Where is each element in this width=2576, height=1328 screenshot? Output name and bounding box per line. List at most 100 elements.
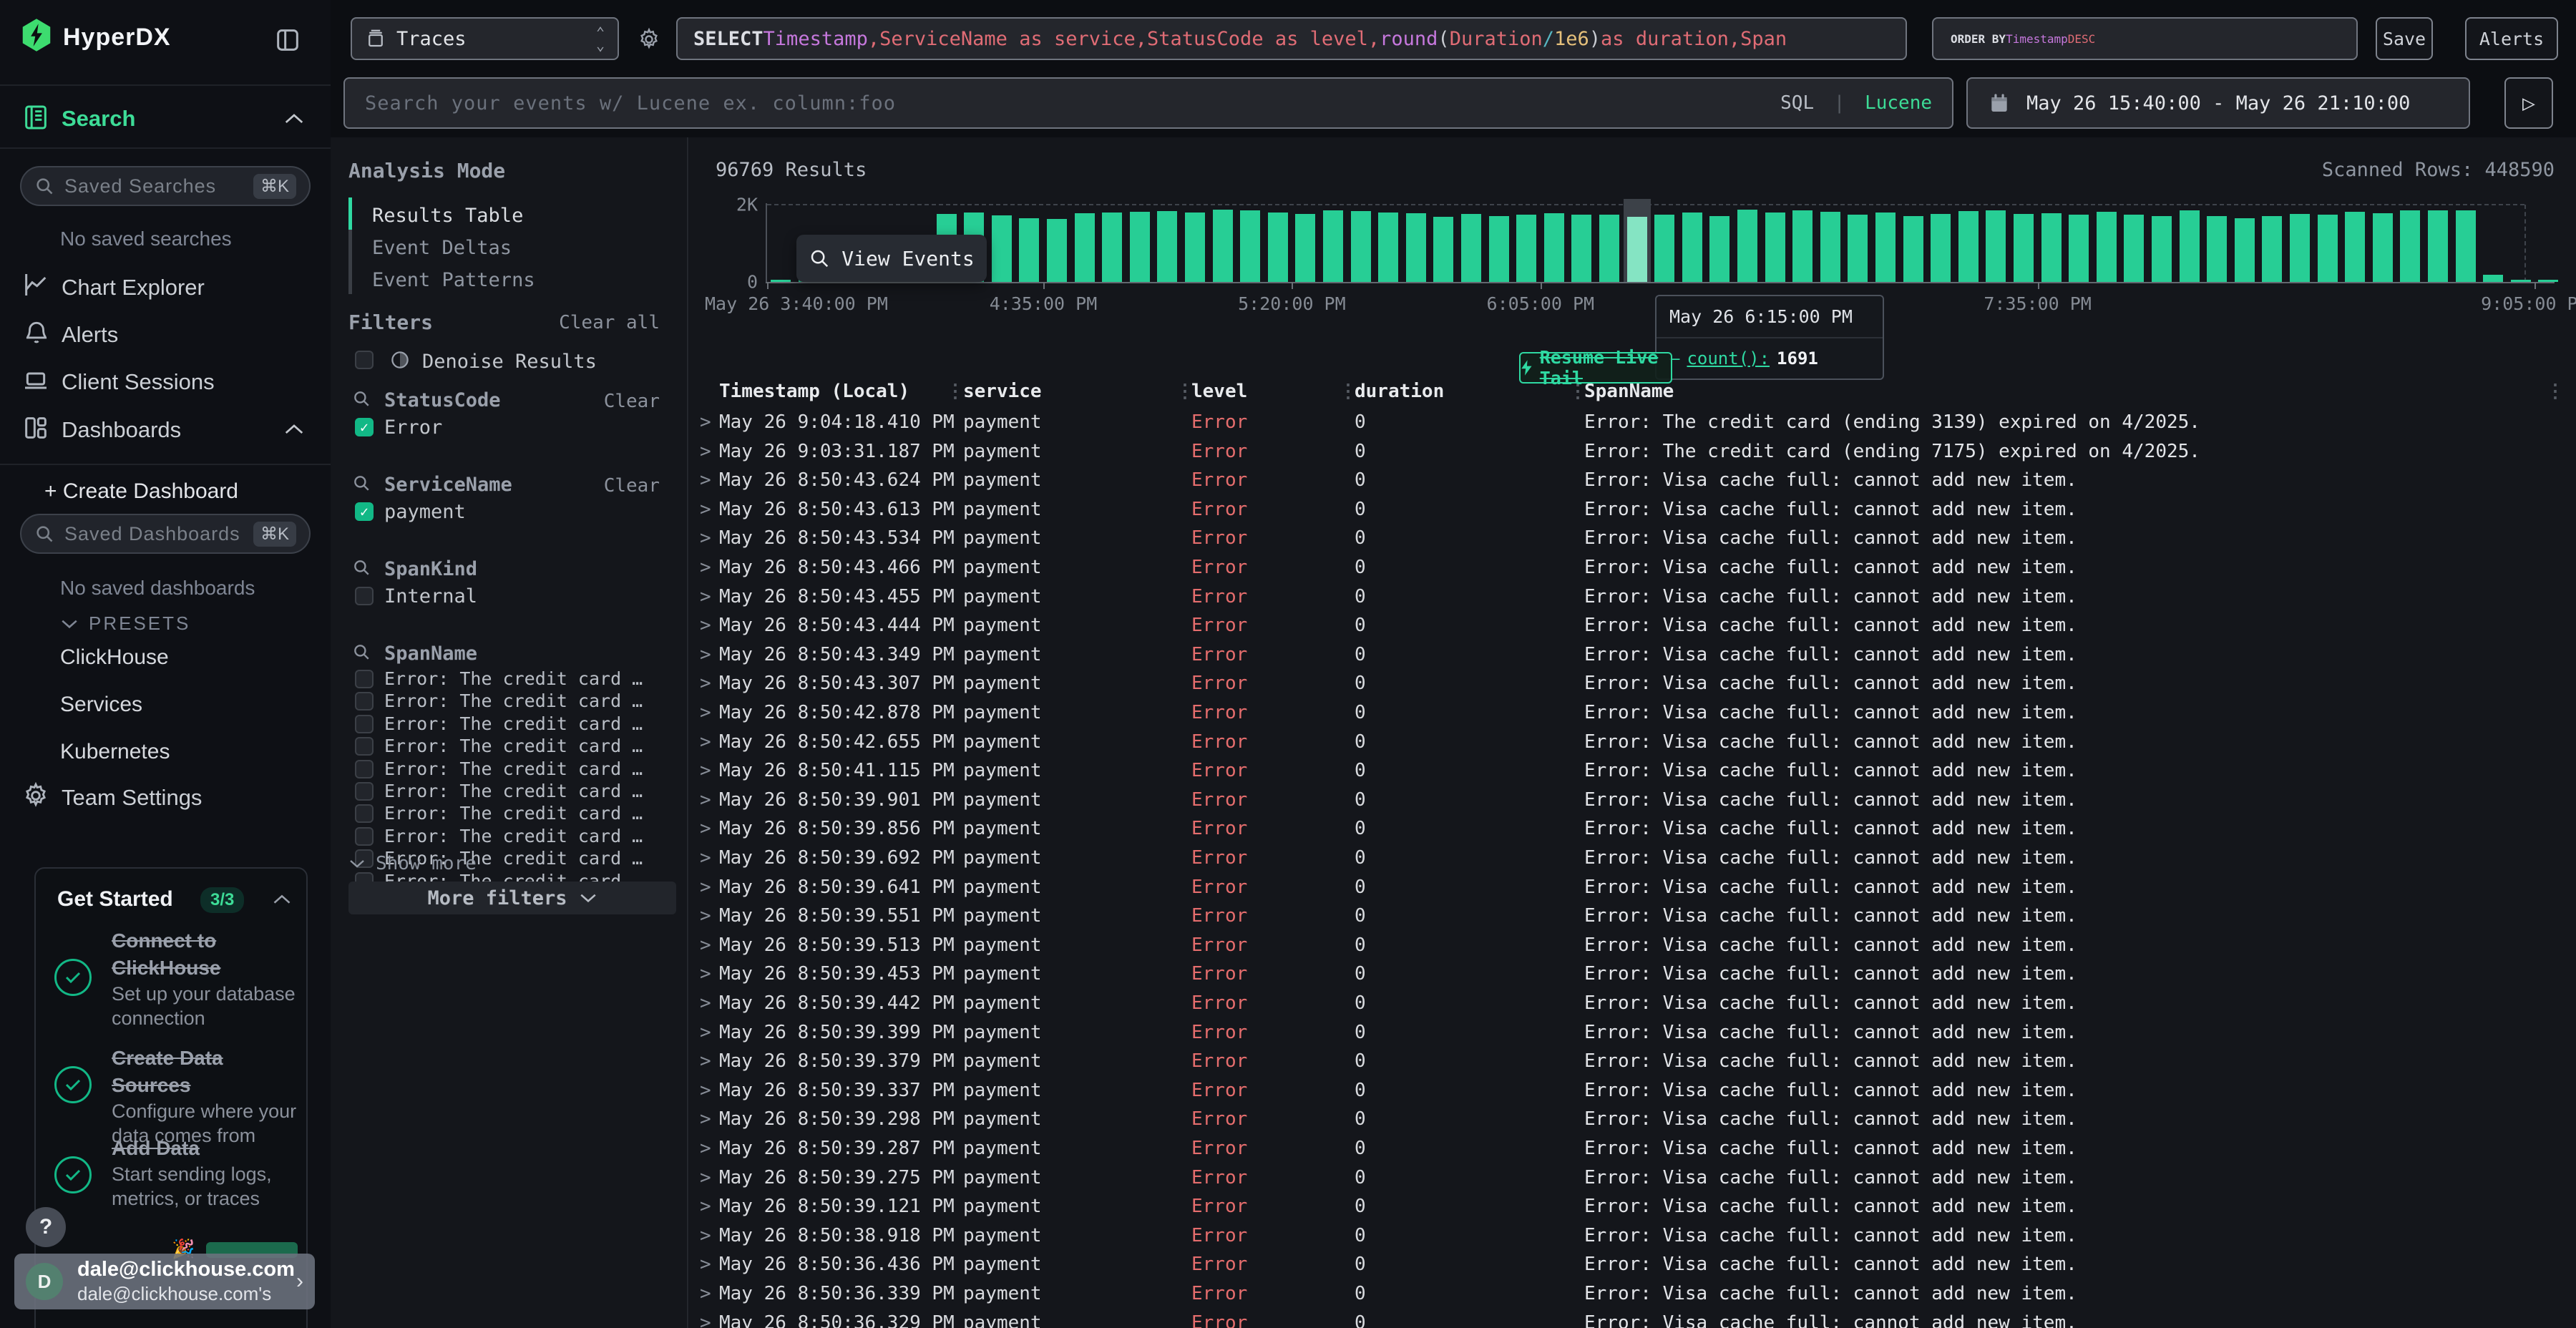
table-row[interactable]: >May 26 8:50:43.455 PMpaymentError0Error… (689, 582, 2576, 612)
row-expand-chevron-icon[interactable]: > (700, 611, 711, 640)
row-expand-chevron-icon[interactable]: > (700, 814, 711, 844)
column-grip-icon[interactable]: ⋮ (2546, 381, 2565, 402)
histogram-bar[interactable] (2483, 275, 2503, 282)
table-row[interactable]: >May 26 8:50:39.287 PMpaymentError0Error… (689, 1134, 2576, 1163)
lang-toggle-lucene[interactable]: Lucene (1865, 92, 1932, 114)
help-button[interactable]: ? (26, 1207, 66, 1247)
histogram-bar[interactable] (1737, 210, 1757, 282)
row-expand-chevron-icon[interactable]: > (700, 1105, 711, 1134)
histogram-bar[interactable] (1240, 210, 1260, 282)
histogram-bar[interactable] (1958, 211, 1979, 282)
user-menu[interactable]: D dale@clickhouse.com dale@clickhouse.co… (14, 1254, 315, 1309)
facet-item-label[interactable]: Error: The credit card … (384, 758, 643, 779)
row-expand-chevron-icon[interactable]: > (700, 728, 711, 757)
saved-searches-input[interactable]: Saved Searches ⌘K (20, 166, 311, 206)
checkbox-unchecked[interactable] (355, 827, 374, 846)
table-row[interactable]: >May 26 8:50:39.901 PMpaymentError0Error… (689, 786, 2576, 815)
histogram-bar[interactable] (1820, 212, 1840, 282)
table-row[interactable]: >May 26 8:50:43.613 PMpaymentError0Error… (689, 495, 2576, 524)
alerts-button[interactable]: Alerts (2465, 17, 2558, 60)
row-expand-chevron-icon[interactable]: > (700, 698, 711, 728)
facet-clear-button[interactable]: Clear (604, 475, 660, 497)
row-expand-chevron-icon[interactable]: > (700, 669, 711, 698)
histogram-bar[interactable] (1378, 213, 1398, 282)
row-expand-chevron-icon[interactable]: > (700, 408, 711, 437)
order-by-editor[interactable]: ORDER BY Timestamp DESC (1932, 17, 2358, 60)
histogram-bar[interactable] (1654, 215, 1674, 282)
checkbox-checked[interactable]: ✓ (355, 502, 374, 521)
view-events-button[interactable]: View Events (796, 235, 987, 282)
col-level[interactable]: level (1191, 381, 1247, 402)
table-row[interactable]: >May 26 8:50:39.442 PMpaymentError0Error… (689, 989, 2576, 1018)
facet-item-label[interactable]: Error: The credit card … (384, 781, 643, 801)
histogram-bar[interactable] (1765, 213, 1785, 282)
create-dashboard-button[interactable]: + Create Dashboard (44, 479, 238, 504)
table-row[interactable]: >May 26 8:50:39.399 PMpaymentError0Error… (689, 1018, 2576, 1048)
table-row[interactable]: >May 26 8:50:42.655 PMpaymentError0Error… (689, 728, 2576, 757)
sidebar-item-team-settings[interactable]: Team Settings (62, 785, 202, 811)
table-row[interactable]: >May 26 8:50:39.856 PMpaymentError0Error… (689, 814, 2576, 844)
col-service[interactable]: service (963, 381, 1042, 402)
chevron-up-icon[interactable] (272, 893, 292, 906)
histogram-bar[interactable] (1019, 218, 1039, 282)
sidebar-item-dashboards[interactable]: Dashboards (62, 417, 181, 443)
histogram-bar[interactable] (2097, 212, 2117, 282)
search-icon[interactable] (352, 643, 371, 664)
histogram-bar[interactable] (1433, 217, 1453, 282)
histogram-bar[interactable] (1875, 213, 1896, 282)
histogram-bar[interactable] (1544, 213, 1564, 282)
show-more-button[interactable]: Show more (348, 853, 477, 874)
search-icon[interactable] (352, 474, 371, 495)
histogram-bar[interactable] (2345, 212, 2365, 282)
preset-item-services[interactable]: Services (60, 693, 170, 717)
date-range-picker[interactable]: May 26 15:40:00 - May 26 21:10:00 (1966, 77, 2470, 129)
histogram-bar[interactable] (1406, 213, 1426, 282)
row-expand-chevron-icon[interactable]: > (700, 640, 711, 670)
row-expand-chevron-icon[interactable]: > (700, 1047, 711, 1076)
histogram-bar[interactable] (2538, 280, 2558, 282)
save-button[interactable]: Save (2376, 17, 2433, 60)
histogram-bar[interactable] (1931, 214, 1951, 282)
checkbox-unchecked[interactable] (355, 737, 374, 756)
histogram-bar[interactable] (2014, 214, 2034, 282)
histogram-bar[interactable] (1185, 213, 1205, 282)
facet-item-label[interactable]: Error: The credit card … (384, 803, 643, 824)
facet-item-label[interactable]: Error: The credit card … (384, 668, 643, 689)
col-duration[interactable]: duration (1355, 381, 1444, 402)
histogram-bar[interactable] (1489, 216, 1509, 282)
facet-item-label[interactable]: Internal (384, 585, 477, 607)
histogram-bar[interactable] (1848, 215, 1868, 282)
histogram-bar[interactable] (2511, 280, 2531, 282)
more-filters-button[interactable]: More filters (348, 882, 676, 914)
analysis-mode-results-table[interactable]: Results Table (372, 205, 523, 227)
search-icon[interactable] (352, 389, 371, 411)
histogram-bar[interactable] (1627, 217, 1647, 282)
sidebar-item-chart-explorer[interactable]: Chart Explorer (62, 275, 205, 301)
histogram-bar[interactable] (2400, 210, 2420, 282)
histogram-bar[interactable] (1102, 213, 1122, 282)
clear-all-button[interactable]: Clear all (559, 312, 660, 333)
facet-item-label[interactable]: Error: The credit card … (384, 690, 643, 711)
histogram-bar[interactable] (2069, 215, 2089, 282)
row-expand-chevron-icon[interactable]: > (700, 1192, 711, 1221)
run-query-button[interactable]: ▷ (2504, 77, 2553, 129)
sidebar-item-alerts[interactable]: Alerts (62, 322, 118, 348)
row-expand-chevron-icon[interactable]: > (700, 960, 711, 989)
table-row[interactable]: >May 26 8:50:39.692 PMpaymentError0Error… (689, 844, 2576, 873)
table-row[interactable]: >May 26 8:50:43.534 PMpaymentError0Error… (689, 524, 2576, 553)
row-expand-chevron-icon[interactable]: > (700, 1134, 711, 1163)
row-expand-chevron-icon[interactable]: > (700, 989, 711, 1018)
row-expand-chevron-icon[interactable]: > (700, 902, 711, 931)
row-expand-chevron-icon[interactable]: > (700, 931, 711, 960)
table-row[interactable]: >May 26 8:50:43.349 PMpaymentError0Error… (689, 640, 2576, 670)
table-row[interactable]: >May 26 8:50:39.121 PMpaymentError0Error… (689, 1192, 2576, 1221)
get-started-item[interactable]: Add DataStart sending logs,metrics, or t… (112, 1135, 272, 1211)
analysis-mode-event-deltas[interactable]: Event Deltas (372, 237, 512, 259)
facet-item-label[interactable]: Error: The credit card … (384, 826, 643, 846)
histogram-bar[interactable] (1157, 211, 1177, 282)
histogram-bar[interactable] (2262, 216, 2282, 282)
histogram-bar[interactable] (1213, 210, 1233, 282)
query-settings-gear-icon[interactable] (637, 27, 661, 52)
histogram-bar[interactable] (2373, 213, 2393, 282)
get-started-item[interactable]: Create Data SourcesConfigure where yourd… (112, 1045, 306, 1148)
